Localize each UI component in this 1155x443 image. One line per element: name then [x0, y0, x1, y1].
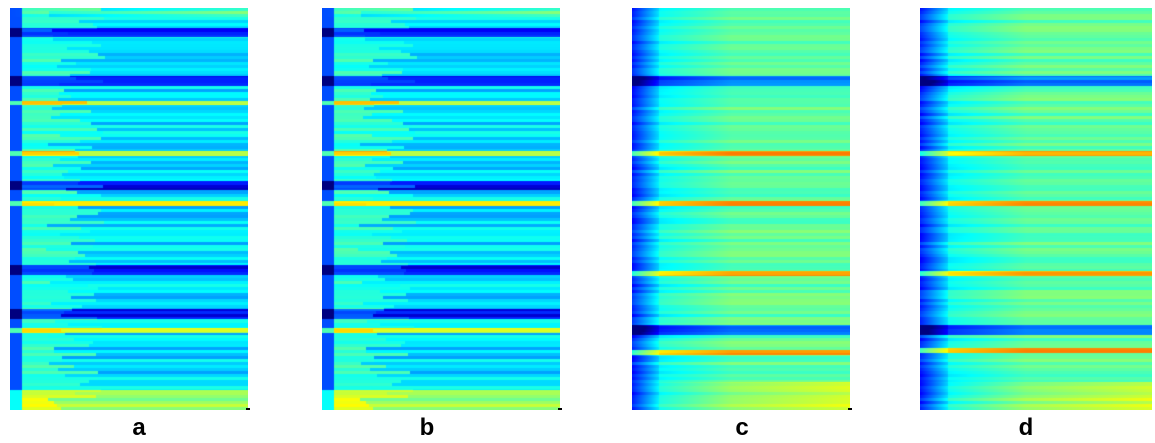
- panel-label-c: c: [735, 414, 749, 441]
- heatmap-panel-c: [632, 8, 850, 410]
- axis-tick-a: [246, 408, 250, 410]
- heatmap-panel-a: [10, 8, 248, 410]
- heatmap-panel-d: [920, 8, 1152, 410]
- heatmap-canvas-c: [632, 8, 850, 410]
- heatmap-canvas-d: [920, 8, 1152, 410]
- panel-label-d: d: [1018, 414, 1034, 441]
- axis-tick-b: [558, 408, 562, 410]
- heatmap-panel-b: [322, 8, 560, 410]
- heatmap-canvas-b: [322, 8, 560, 410]
- axis-tick-c: [848, 408, 852, 410]
- panel-label-a: a: [132, 414, 146, 441]
- heatmap-canvas-a: [10, 8, 248, 410]
- panel-label-b: b: [419, 414, 435, 441]
